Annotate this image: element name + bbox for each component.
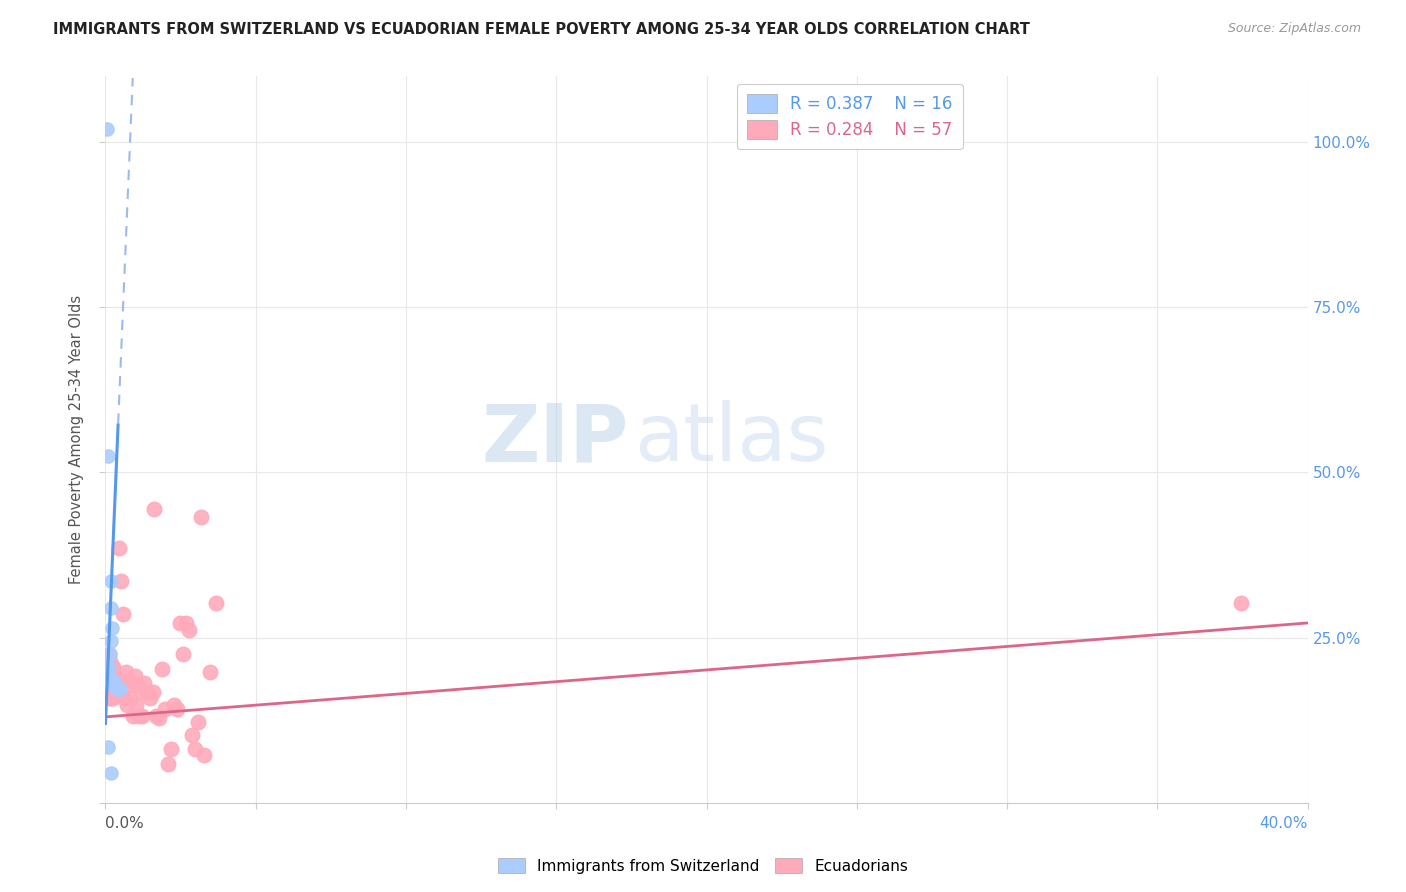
Point	[156, 757, 179, 772]
Point	[100, 660, 122, 674]
Point	[142, 685, 165, 699]
Point	[101, 677, 124, 691]
Point	[124, 669, 146, 683]
Point	[163, 698, 186, 712]
Point	[97, 449, 120, 463]
Point	[177, 623, 200, 637]
Point	[131, 708, 153, 723]
Point	[190, 510, 212, 524]
Point	[174, 615, 197, 630]
Point	[111, 673, 134, 688]
Point	[104, 673, 127, 688]
Text: Source: ZipAtlas.com: Source: ZipAtlas.com	[1227, 22, 1361, 36]
Point	[98, 647, 121, 661]
Point	[98, 691, 121, 706]
Text: atlas: atlas	[634, 401, 828, 478]
Point	[97, 667, 120, 681]
Point	[112, 691, 135, 706]
Point	[169, 615, 191, 630]
Point	[143, 501, 166, 516]
Point	[100, 574, 122, 589]
Point	[98, 660, 121, 674]
Legend: Immigrants from Switzerland, Ecuadorians: Immigrants from Switzerland, Ecuadorians	[492, 852, 914, 880]
Point	[148, 711, 170, 725]
Point	[118, 673, 141, 688]
Point	[97, 739, 120, 754]
Point	[135, 685, 157, 699]
Point	[100, 633, 122, 648]
Point	[101, 691, 124, 706]
Point	[132, 675, 155, 690]
Point	[166, 702, 188, 716]
Point	[181, 728, 204, 742]
Point	[103, 673, 125, 688]
Point	[198, 665, 221, 679]
Point	[125, 698, 148, 712]
Point	[187, 715, 209, 730]
Point	[121, 678, 143, 692]
Point	[100, 600, 122, 615]
Point	[111, 607, 134, 622]
Point	[108, 541, 131, 556]
Point	[205, 596, 228, 610]
Y-axis label: Female Poverty Among 25-34 Year Olds: Female Poverty Among 25-34 Year Olds	[69, 294, 84, 584]
Text: 0.0%: 0.0%	[105, 816, 145, 830]
Point	[129, 685, 152, 699]
Point	[115, 665, 138, 679]
Point	[103, 670, 125, 684]
Point	[103, 678, 125, 692]
Point	[127, 678, 149, 692]
Point	[110, 574, 132, 589]
Point	[128, 708, 150, 723]
Point	[105, 678, 128, 692]
Point	[193, 748, 215, 763]
Point	[101, 660, 124, 674]
Point	[98, 654, 121, 668]
Point	[100, 670, 122, 684]
Point	[184, 741, 207, 756]
Point	[104, 667, 127, 681]
Point	[153, 702, 176, 716]
Legend: R = 0.387    N = 16, R = 0.284    N = 57: R = 0.387 N = 16, R = 0.284 N = 57	[737, 84, 963, 149]
Point	[101, 621, 124, 635]
Point	[172, 647, 194, 661]
Point	[101, 664, 124, 678]
Point	[150, 662, 173, 676]
Point	[1230, 596, 1253, 610]
Point	[122, 708, 145, 723]
Point	[98, 685, 121, 699]
Point	[117, 698, 139, 712]
Point	[98, 647, 121, 661]
Text: IMMIGRANTS FROM SWITZERLAND VS ECUADORIAN FEMALE POVERTY AMONG 25-34 YEAR OLDS C: IMMIGRANTS FROM SWITZERLAND VS ECUADORIA…	[53, 22, 1031, 37]
Point	[100, 766, 122, 780]
Point	[108, 682, 131, 697]
Text: 40.0%: 40.0%	[1260, 816, 1308, 830]
Point	[145, 708, 167, 723]
Point	[105, 682, 128, 697]
Text: ZIP: ZIP	[481, 401, 628, 478]
Point	[100, 691, 122, 706]
Point	[96, 121, 118, 136]
Point	[104, 678, 127, 692]
Point	[160, 741, 183, 756]
Point	[120, 691, 142, 706]
Point	[139, 691, 162, 706]
